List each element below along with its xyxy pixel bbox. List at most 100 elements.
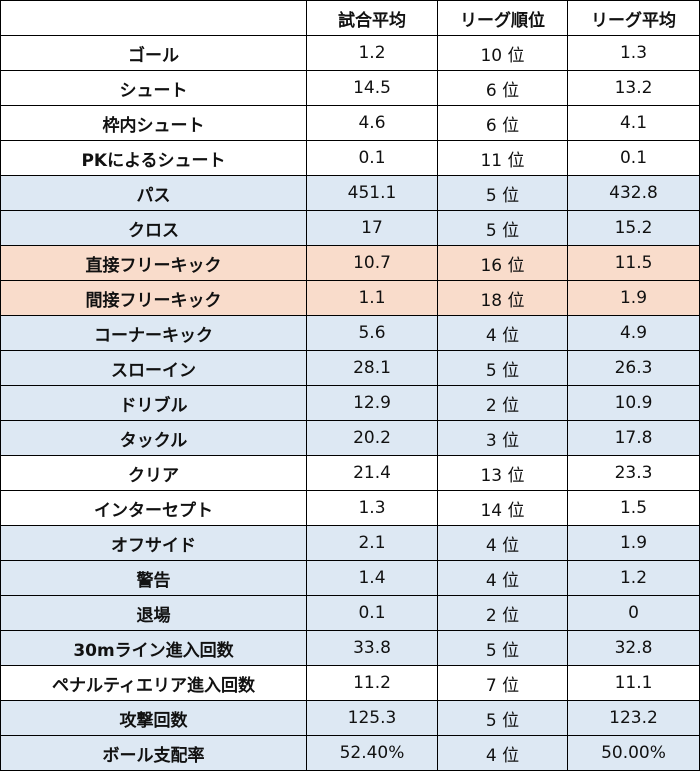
- match-average-value: 10.7: [306, 245, 438, 281]
- stat-label: 攻撃回数: [0, 700, 307, 736]
- stat-label: 直接フリーキック: [0, 245, 307, 281]
- match-average-value: 1.3: [306, 490, 438, 526]
- stat-label: ボール支配率: [0, 735, 307, 771]
- league-average-value: 1.9: [567, 525, 700, 561]
- league-average-value: 11.1: [567, 665, 700, 701]
- table-row: ペナルティエリア進入回数 11.2 7 位 11.1: [0, 665, 700, 701]
- match-average-value: 0.1: [306, 140, 438, 176]
- league-rank-value: 18 位: [437, 280, 568, 316]
- stat-label: オフサイド: [0, 525, 307, 561]
- match-average-value: 2.1: [306, 525, 438, 561]
- stat-label: 30mライン進入回数: [0, 630, 307, 666]
- league-rank-value: 2 位: [437, 595, 568, 631]
- table-header-row: 試合平均 リーグ順位 リーグ平均: [0, 0, 700, 36]
- league-average-value: 1.9: [567, 280, 700, 316]
- stat-label: 間接フリーキック: [0, 280, 307, 316]
- table-body: ゴール 1.2 10 位 1.3 シュート 14.5 6 位 13.2 枠内シュート 4.6 6 位…: [0, 35, 700, 771]
- stat-label: パス: [0, 175, 307, 211]
- stat-label: クリア: [0, 455, 307, 491]
- league-rank-value: 5 位: [437, 350, 568, 386]
- table-row: 間接フリーキック 1.1 18 位 1.9: [0, 280, 700, 316]
- table-row: パス 451.1 5 位 432.8: [0, 175, 700, 211]
- table-row: ボール支配率 52.40% 4 位 50.00%: [0, 735, 700, 771]
- header-league-average: リーグ平均: [567, 0, 700, 36]
- table-row: クリア 21.4 13 位 23.3: [0, 455, 700, 491]
- league-rank-value: 6 位: [437, 105, 568, 141]
- stat-label: 枠内シュート: [0, 105, 307, 141]
- league-average-value: 10.9: [567, 385, 700, 421]
- match-average-value: 20.2: [306, 420, 438, 456]
- table-row: スローイン 28.1 5 位 26.3: [0, 350, 700, 386]
- table-row: シュート 14.5 6 位 13.2: [0, 70, 700, 106]
- league-rank-value: 5 位: [437, 210, 568, 246]
- table-row: 30mライン進入回数 33.8 5 位 32.8: [0, 630, 700, 666]
- match-average-value: 11.2: [306, 665, 438, 701]
- table-row: インターセプト 1.3 14 位 1.5: [0, 490, 700, 526]
- league-rank-value: 4 位: [437, 525, 568, 561]
- match-average-value: 5.6: [306, 315, 438, 351]
- match-average-value: 451.1: [306, 175, 438, 211]
- header-league-rank: リーグ順位: [437, 0, 568, 36]
- table-row: 枠内シュート 4.6 6 位 4.1: [0, 105, 700, 141]
- league-rank-value: 2 位: [437, 385, 568, 421]
- league-average-value: 432.8: [567, 175, 700, 211]
- table-row: コーナーキック 5.6 4 位 4.9: [0, 315, 700, 351]
- match-average-value: 17: [306, 210, 438, 246]
- league-average-value: 4.9: [567, 315, 700, 351]
- league-rank-value: 10 位: [437, 35, 568, 71]
- match-average-value: 21.4: [306, 455, 438, 491]
- league-average-value: 32.8: [567, 630, 700, 666]
- league-average-value: 13.2: [567, 70, 700, 106]
- league-average-value: 23.3: [567, 455, 700, 491]
- match-average-value: 1.2: [306, 35, 438, 71]
- stat-label: インターセプト: [0, 490, 307, 526]
- stat-label: 警告: [0, 560, 307, 596]
- header-corner-cell: [0, 0, 307, 36]
- table-row: タックル 20.2 3 位 17.8: [0, 420, 700, 456]
- league-average-value: 0.1: [567, 140, 700, 176]
- table-row: オフサイド 2.1 4 位 1.9: [0, 525, 700, 561]
- league-average-value: 26.3: [567, 350, 700, 386]
- league-average-value: 11.5: [567, 245, 700, 281]
- match-average-value: 0.1: [306, 595, 438, 631]
- match-average-value: 4.6: [306, 105, 438, 141]
- table-row: PKによるシュート 0.1 11 位 0.1: [0, 140, 700, 176]
- stat-label: 退場: [0, 595, 307, 631]
- league-average-value: 4.1: [567, 105, 700, 141]
- league-rank-value: 4 位: [437, 560, 568, 596]
- stat-label: タックル: [0, 420, 307, 456]
- league-rank-value: 4 位: [437, 315, 568, 351]
- league-average-value: 15.2: [567, 210, 700, 246]
- league-rank-value: 4 位: [437, 735, 568, 771]
- stat-label: ペナルティエリア進入回数: [0, 665, 307, 701]
- league-average-value: 1.3: [567, 35, 700, 71]
- league-average-value: 17.8: [567, 420, 700, 456]
- match-average-value: 1.1: [306, 280, 438, 316]
- league-rank-value: 5 位: [437, 700, 568, 736]
- table-row: 警告 1.4 4 位 1.2: [0, 560, 700, 596]
- match-average-value: 33.8: [306, 630, 438, 666]
- stat-label: スローイン: [0, 350, 307, 386]
- league-rank-value: 7 位: [437, 665, 568, 701]
- league-average-value: 123.2: [567, 700, 700, 736]
- stat-label: クロス: [0, 210, 307, 246]
- table-row: 攻撃回数 125.3 5 位 123.2: [0, 700, 700, 736]
- stat-label: コーナーキック: [0, 315, 307, 351]
- league-rank-value: 11 位: [437, 140, 568, 176]
- table-row: クロス 17 5 位 15.2: [0, 210, 700, 246]
- stat-label: PKによるシュート: [0, 140, 307, 176]
- match-average-value: 1.4: [306, 560, 438, 596]
- league-rank-value: 6 位: [437, 70, 568, 106]
- league-average-value: 50.00%: [567, 735, 700, 771]
- table-row: ドリブル 12.9 2 位 10.9: [0, 385, 700, 421]
- league-rank-value: 14 位: [437, 490, 568, 526]
- match-average-value: 52.40%: [306, 735, 438, 771]
- header-match-average: 試合平均: [306, 0, 438, 36]
- league-rank-value: 13 位: [437, 455, 568, 491]
- league-average-value: 0: [567, 595, 700, 631]
- stat-label: シュート: [0, 70, 307, 106]
- league-average-value: 1.5: [567, 490, 700, 526]
- match-average-value: 28.1: [306, 350, 438, 386]
